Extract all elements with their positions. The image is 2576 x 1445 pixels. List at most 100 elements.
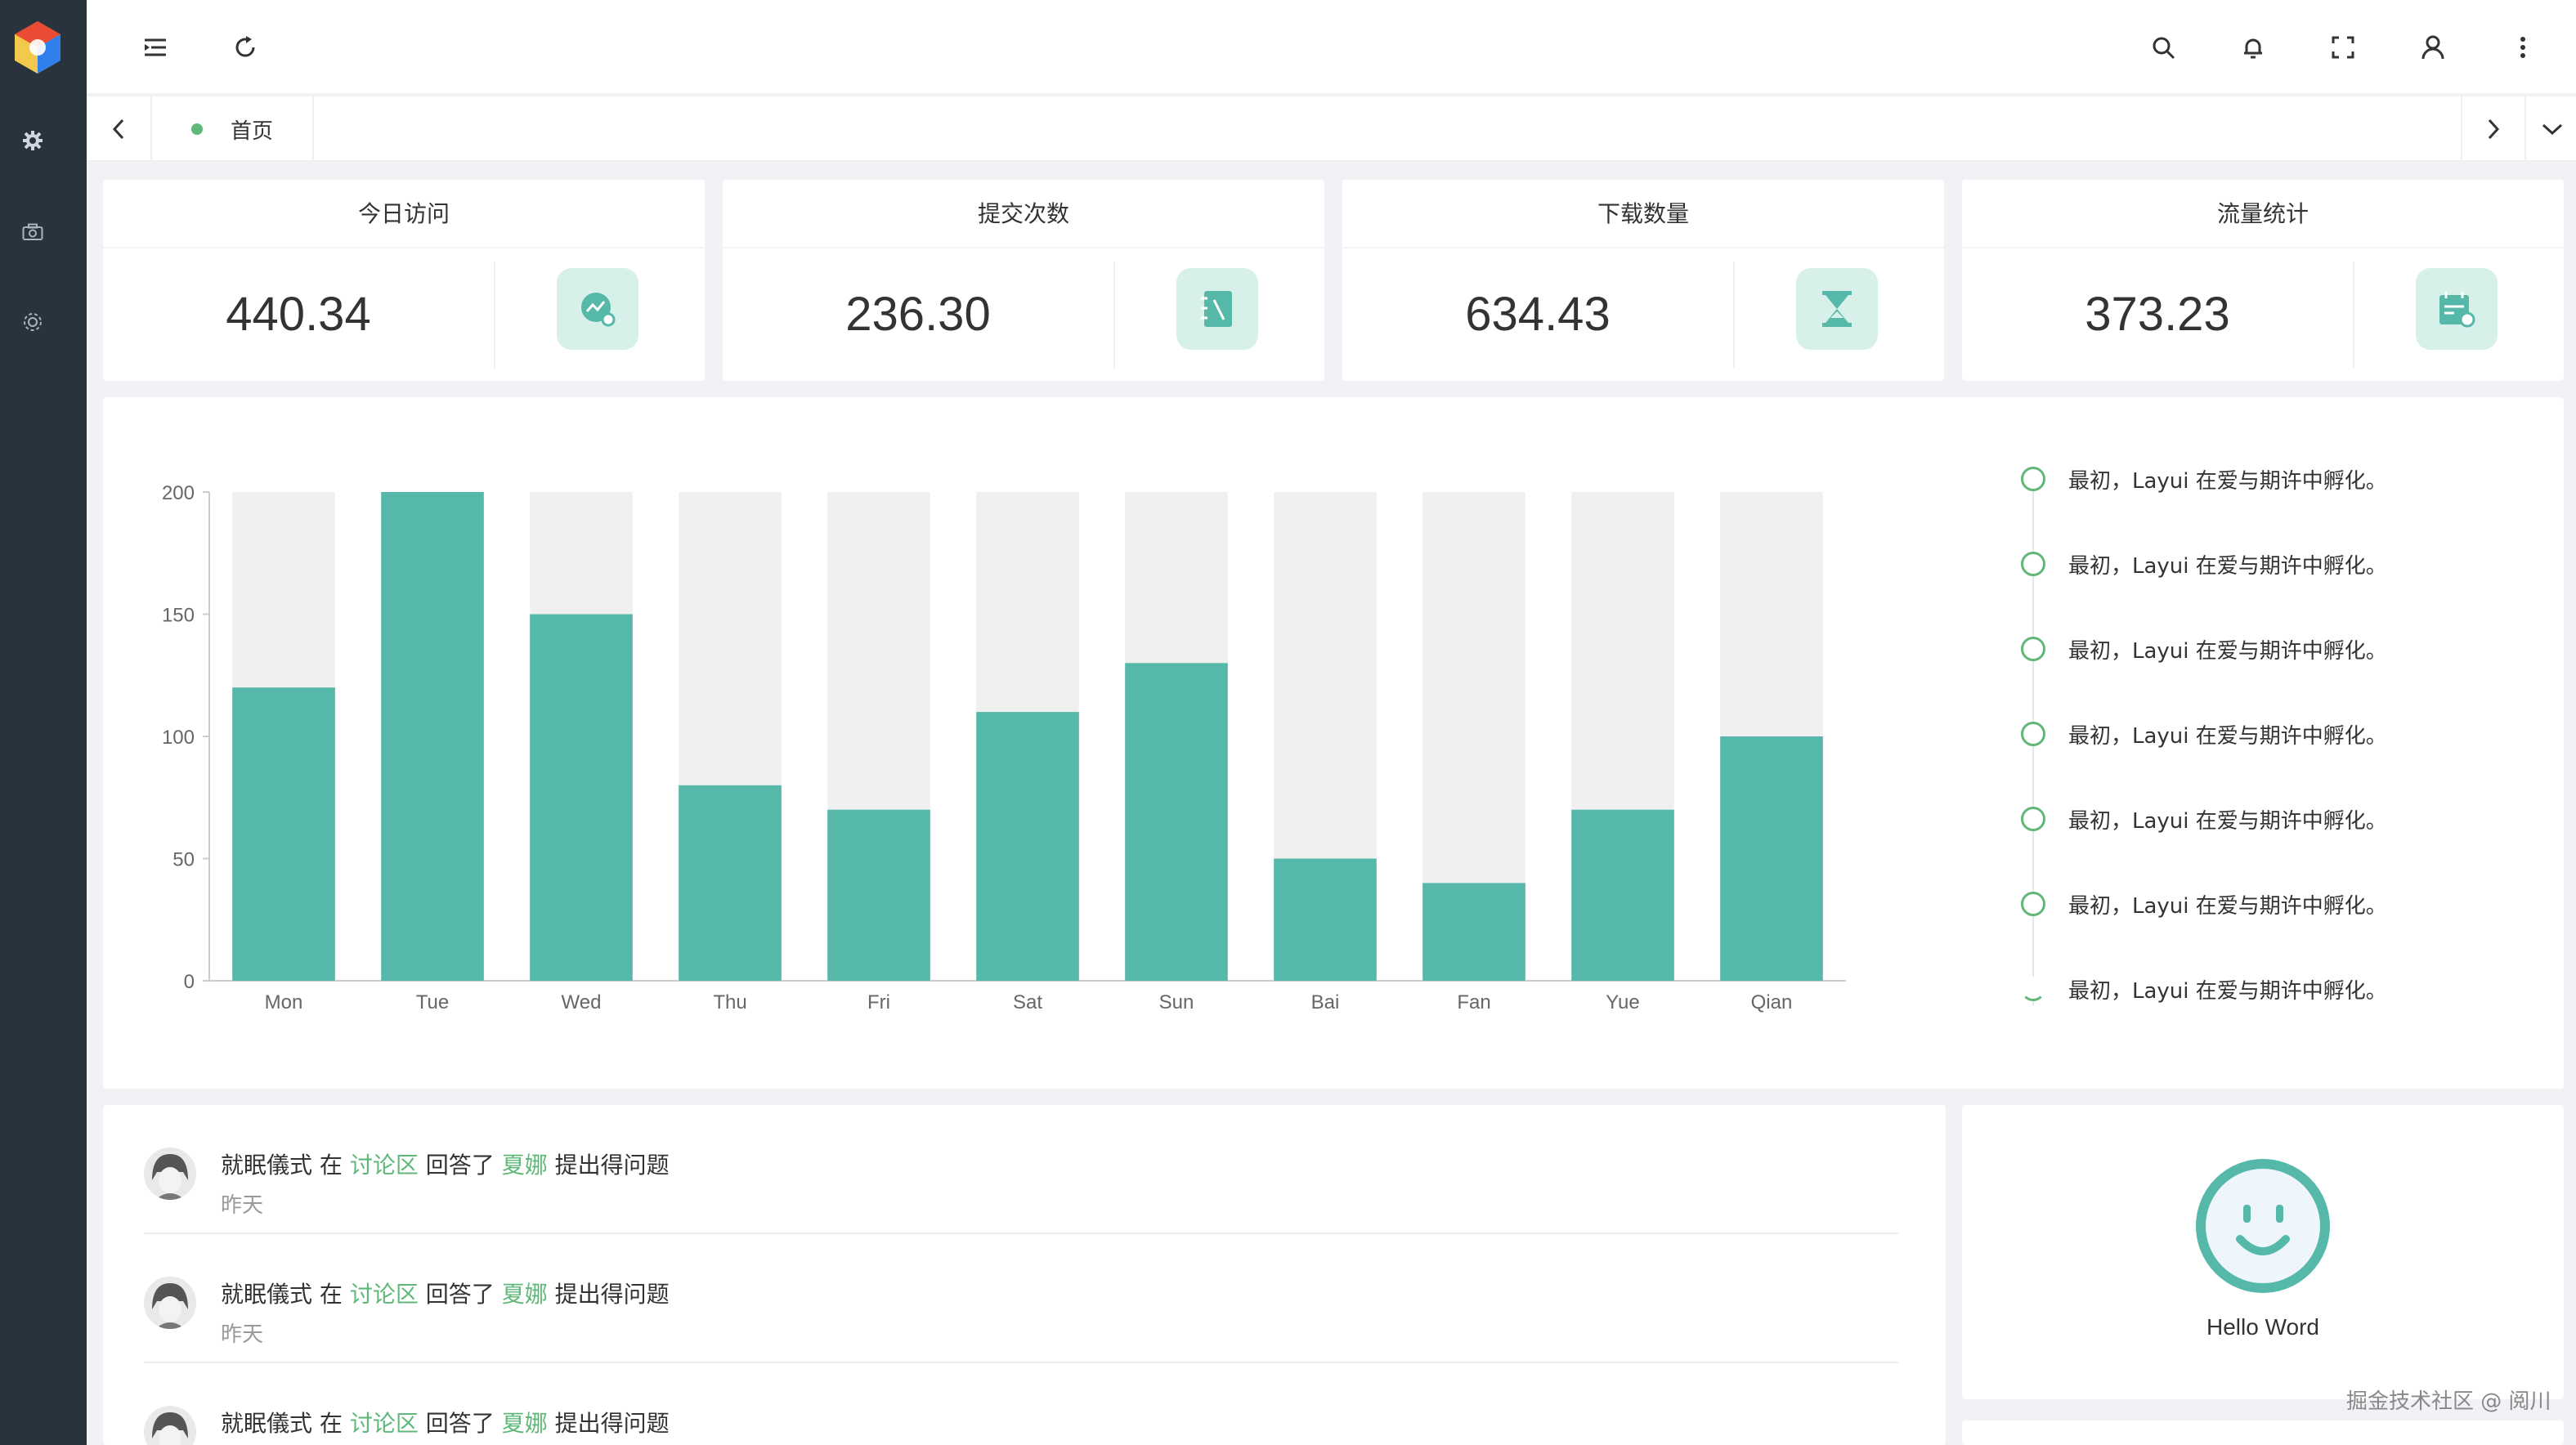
activity-time: 昨天 xyxy=(221,1322,264,1347)
bar-chart: 0 50 100 150 200 Mon Tue Wed Thu Fri Sat Sun Bai Fan Y… xyxy=(162,482,1846,1013)
gear-icon[interactable] xyxy=(18,126,47,155)
y-tick-label: 0 xyxy=(184,971,195,993)
timeline-item: 最初，Layui 在爱与期许中孵化。 xyxy=(2021,548,2387,580)
bar-fri xyxy=(827,809,930,981)
activity-time: 昨天 xyxy=(221,1193,264,1218)
timeline-node xyxy=(2021,467,2045,491)
bar-sun xyxy=(1125,663,1228,981)
timeline-item: 最初，Layui 在爱与期许中孵化。 xyxy=(2021,803,2387,835)
bar-tue xyxy=(381,492,484,981)
avatar[interactable] xyxy=(144,1148,196,1200)
logo[interactable] xyxy=(8,18,67,77)
x-tick-label: Fan xyxy=(1457,991,1490,1013)
activity-place-link[interactable]: 讨论区 xyxy=(349,1281,419,1308)
stat-title: 下载数量 xyxy=(1342,180,1944,248)
x-tick-label: Tue xyxy=(416,991,449,1013)
x-tick-label: Wed xyxy=(562,991,602,1013)
list-item: 就眠儀式 在 讨论区 回答了 夏娜 提出得问题 昨天 xyxy=(144,1105,1898,1234)
activity-target-link[interactable]: 夏娜 xyxy=(501,1410,548,1437)
y-tick-label: 50 xyxy=(172,849,195,871)
timeline-text: 最初，Layui 在爱与期许中孵化。 xyxy=(2068,638,2387,664)
sidebar xyxy=(0,0,87,1445)
activity-target-link[interactable]: 夏娜 xyxy=(501,1152,548,1179)
hourglass-icon xyxy=(1796,268,1878,350)
fullscreen-icon[interactable] xyxy=(2325,29,2361,65)
timeline-item: 最初，Layui 在爱与期许中孵化。 xyxy=(2021,463,2387,495)
tab-next-button[interactable] xyxy=(2461,96,2526,162)
refresh-icon[interactable] xyxy=(227,29,263,65)
timeline-node xyxy=(2021,807,2045,831)
avatar[interactable] xyxy=(144,1406,196,1445)
avatar[interactable] xyxy=(144,1277,196,1329)
bar-fan xyxy=(1422,883,1525,981)
activity-suffix: 提出得问题 xyxy=(554,1410,670,1437)
activity-panel: 就眠儀式 在 讨论区 回答了 夏娜 提出得问题 昨天 就眠儀式 在 讨论区 回答… xyxy=(103,1105,1946,1445)
stat-value: 440.34 xyxy=(103,262,495,368)
notebook-icon xyxy=(1176,268,1258,350)
stat-card-downloads: 下载数量 634.43 xyxy=(1342,180,1944,381)
bar-thu xyxy=(679,785,782,981)
bar-mon xyxy=(232,687,335,981)
tab-bar: 首页 xyxy=(87,96,2576,162)
activity-user: 就眠儀式 xyxy=(221,1281,313,1308)
x-tick-label: Sun xyxy=(1159,991,1194,1013)
bar-yue xyxy=(1571,809,1674,981)
settings-gear-icon[interactable] xyxy=(18,307,47,337)
calendar-icon xyxy=(2416,268,2498,350)
activity-user: 就眠儀式 xyxy=(221,1152,313,1179)
timeline-text: 最初，Layui 在爱与期许中孵化。 xyxy=(2068,808,2387,834)
x-tick-label: Mon xyxy=(265,991,303,1013)
stat-card-visits: 今日访问 440.34 xyxy=(103,180,705,381)
timeline-node xyxy=(2021,722,2045,746)
list-item: 就眠儀式 在 讨论区 回答了 夏娜 提出得问题 昨天 xyxy=(144,1234,1898,1363)
x-tick-label: Thu xyxy=(713,991,746,1013)
activity-in: 在 xyxy=(319,1152,343,1179)
stat-card-submits: 提交次数 236.30 xyxy=(723,180,1324,381)
active-dot xyxy=(191,123,203,135)
bar-qian xyxy=(1720,736,1823,981)
timeline-text: 最初，Layui 在爱与期许中孵化。 xyxy=(2068,978,2387,1004)
more-icon[interactable] xyxy=(2505,29,2541,65)
tab-prev-button[interactable] xyxy=(87,96,152,162)
trend-icon xyxy=(557,268,638,350)
activity-suffix: 提出得问题 xyxy=(554,1152,670,1179)
timeline-text: 最初，Layui 在爱与期许中孵化。 xyxy=(2068,723,2387,749)
activity-target-link[interactable]: 夏娜 xyxy=(501,1281,548,1308)
timeline-item: 最初，Layui 在爱与期许中孵化。 xyxy=(2021,888,2387,920)
activity-in: 在 xyxy=(319,1410,343,1437)
timeline-node xyxy=(2021,892,2045,916)
stat-title: 今日访问 xyxy=(103,180,705,248)
activity-place-link[interactable]: 讨论区 xyxy=(349,1152,419,1179)
bar-wed xyxy=(530,614,633,981)
tab-home[interactable]: 首页 xyxy=(154,96,314,162)
timeline-text: 最初，Layui 在爱与期许中孵化。 xyxy=(2068,553,2387,579)
activity-text: 就眠儀式 在 讨论区 回答了 夏娜 提出得问题 xyxy=(221,1148,670,1180)
bell-icon[interactable] xyxy=(2235,29,2271,65)
menu-fold-icon[interactable] xyxy=(137,29,173,65)
stat-title: 提交次数 xyxy=(723,180,1324,248)
timeline-item: 最初，Layui 在爱与期许中孵化。 xyxy=(2021,633,2387,665)
activity-in: 在 xyxy=(319,1281,343,1308)
user-icon[interactable] xyxy=(2415,29,2451,65)
activity-action: 回答了 xyxy=(425,1281,495,1308)
timeline-text: 最初，Layui 在爱与期许中孵化。 xyxy=(2068,468,2387,494)
hello-text: Hello Word xyxy=(2206,1314,2319,1340)
stat-value: 634.43 xyxy=(1342,262,1735,368)
bar-bai xyxy=(1274,858,1377,981)
chart-panel: 0 50 100 150 200 Mon Tue Wed Thu Fri Sat Sun Bai Fan Y… xyxy=(103,397,2564,1089)
activity-text: 就眠儀式 在 讨论区 回答了 夏娜 提出得问题 xyxy=(221,1277,670,1309)
list-item: 就眠儀式 在 讨论区 回答了 夏娜 提出得问题 昨天 xyxy=(144,1363,1898,1445)
tab-dropdown-button[interactable] xyxy=(2528,96,2576,162)
timeline-item: 最初，Layui 在爱与期许中孵化。 xyxy=(2021,718,2387,750)
search-icon[interactable] xyxy=(2145,29,2181,65)
x-tick-label: Bai xyxy=(1311,991,1340,1013)
timeline-text: 最初，Layui 在爱与期许中孵化。 xyxy=(2068,893,2387,919)
camera-icon[interactable] xyxy=(18,217,47,247)
bar-sat xyxy=(976,712,1079,981)
hello-card: Hello Word xyxy=(1962,1105,2564,1399)
stat-value: 373.23 xyxy=(1962,262,2354,368)
activity-user: 就眠儀式 xyxy=(221,1410,313,1437)
activity-place-link[interactable]: 讨论区 xyxy=(349,1410,419,1437)
y-tick-label: 200 xyxy=(162,482,195,504)
y-tick-label: 100 xyxy=(162,727,195,749)
